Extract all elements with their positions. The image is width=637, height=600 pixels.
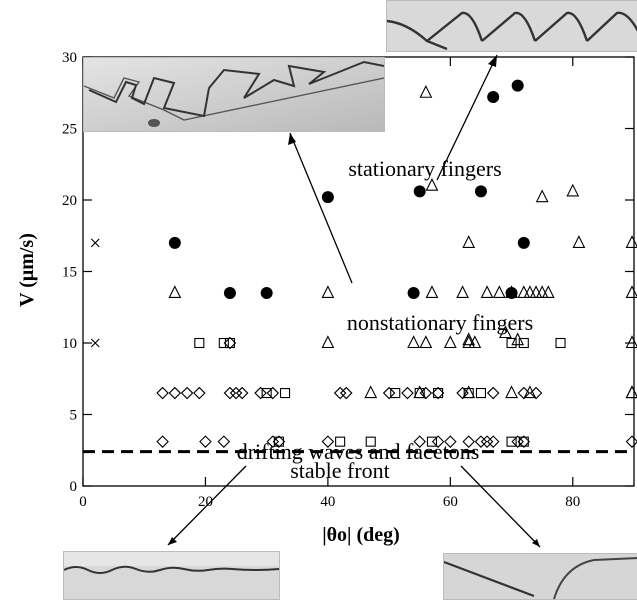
x-tick-label: 40 — [320, 494, 335, 510]
data-point-triangle — [627, 286, 637, 297]
data-point-diamond — [200, 436, 211, 447]
data-point-triangle — [494, 286, 505, 297]
data-point-triangle — [445, 337, 456, 348]
data-point-diamond — [420, 388, 431, 399]
data-point-triangle — [426, 286, 437, 297]
data-point-filled-circle — [475, 185, 487, 197]
data-point-square — [281, 389, 290, 398]
data-point-diamond — [457, 388, 468, 399]
data-point-triangle — [567, 185, 578, 196]
data-point-diamond — [218, 436, 229, 447]
data-point-filled-circle — [414, 185, 426, 197]
data-point-square — [556, 339, 565, 348]
data-point-diamond — [224, 338, 235, 349]
data-point-diamond — [194, 388, 205, 399]
data-point-diamond — [488, 388, 499, 399]
y-tick-label: 30 — [62, 50, 77, 66]
data-point-triangle — [420, 86, 431, 97]
data-point-diamond — [157, 388, 168, 399]
bottom-left-micrograph — [63, 551, 280, 600]
data-point-filled-circle — [487, 91, 499, 103]
y-tick-label: 10 — [62, 336, 77, 352]
arrow-to-bottom-right-photo — [461, 466, 540, 547]
data-point-triangle — [506, 387, 517, 398]
x-tick-label: 80 — [565, 494, 580, 510]
arrow-to-bottom-left-photo — [168, 466, 246, 545]
annotation-nonstationary: nonstationary fingers — [347, 310, 533, 335]
data-point-cross — [91, 239, 99, 247]
data-point-triangle — [512, 334, 523, 345]
data-point-triangle — [537, 191, 548, 202]
data-point-diamond — [518, 388, 529, 399]
data-point-diamond — [267, 388, 278, 399]
data-point-square — [476, 389, 485, 398]
annotation-stable: stable front — [290, 458, 390, 483]
y-tick-label: 0 — [70, 479, 78, 495]
data-point-filled-circle — [512, 80, 524, 92]
data-point-square — [225, 339, 234, 348]
annotation-stationary: stationary fingers — [348, 156, 501, 181]
data-point-triangle — [482, 286, 493, 297]
data-point-triangle — [322, 286, 333, 297]
data-point-square — [195, 339, 204, 348]
data-point-diamond — [627, 436, 637, 447]
data-point-diamond — [531, 388, 542, 399]
x-axis-title: |θo| (deg) — [322, 524, 400, 546]
x-tick-label: 60 — [443, 494, 458, 510]
data-point-filled-circle — [224, 287, 236, 299]
top-right-micrograph — [386, 0, 637, 52]
data-point-triangle — [420, 337, 431, 348]
data-point-triangle — [457, 286, 468, 297]
data-point-diamond — [384, 388, 395, 399]
data-point-triangle — [627, 236, 637, 247]
arrow-to-top-left-photo — [290, 133, 352, 283]
data-point-diamond — [157, 436, 168, 447]
y-axis-title: V (μm/s) — [16, 233, 38, 307]
top-left-micrograph — [83, 57, 385, 132]
data-points — [91, 80, 637, 448]
y-tick-label: 20 — [62, 193, 77, 209]
data-point-triangle — [573, 236, 584, 247]
data-point-filled-circle — [322, 191, 334, 203]
data-point-triangle — [322, 337, 333, 348]
data-point-diamond — [402, 388, 413, 399]
y-tick-label: 25 — [62, 122, 77, 138]
x-tick-label: 0 — [79, 494, 87, 510]
bottom-right-micrograph — [443, 553, 637, 600]
data-point-triangle — [365, 387, 376, 398]
data-point-diamond — [255, 388, 266, 399]
data-point-filled-circle — [408, 287, 420, 299]
data-point-diamond — [433, 388, 444, 399]
data-point-triangle — [169, 286, 180, 297]
data-point-filled-circle — [261, 287, 273, 299]
data-point-triangle — [627, 387, 637, 398]
data-point-square — [434, 389, 443, 398]
y-tick-label: 5 — [70, 408, 78, 424]
data-point-triangle — [463, 236, 474, 247]
data-point-filled-circle — [518, 237, 530, 249]
data-point-filled-circle — [169, 237, 181, 249]
data-point-triangle — [408, 337, 419, 348]
y-tick-label: 15 — [62, 265, 77, 281]
data-point-diamond — [182, 388, 193, 399]
data-point-triangle — [627, 337, 637, 348]
data-point-cross — [91, 339, 99, 347]
data-point-diamond — [169, 388, 180, 399]
